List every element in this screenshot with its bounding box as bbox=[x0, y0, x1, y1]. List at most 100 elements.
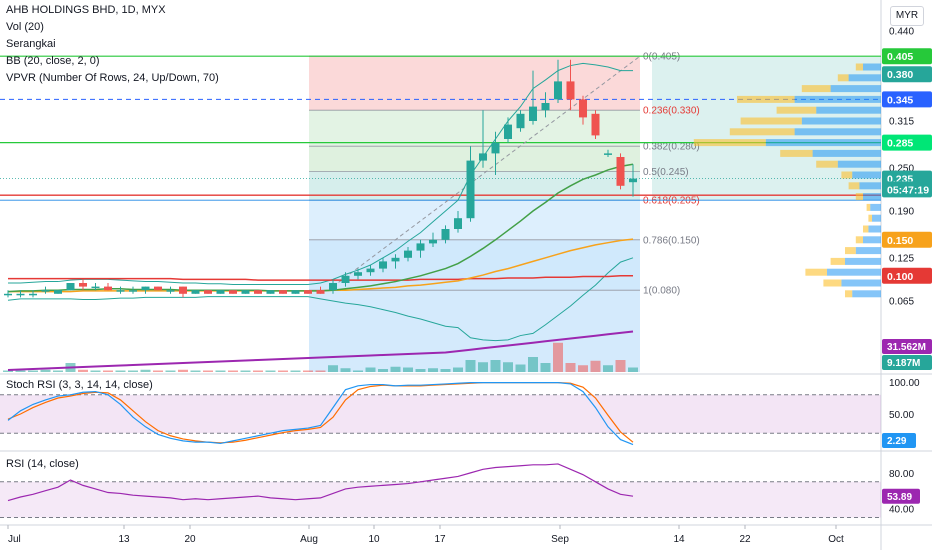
candle-body bbox=[616, 157, 625, 186]
trend-line bbox=[332, 55, 641, 287]
stoch-badge bbox=[882, 433, 916, 448]
candle-body bbox=[491, 142, 500, 154]
fib-level-label: 0.786(0.150) bbox=[643, 235, 700, 246]
candle-body bbox=[141, 286, 150, 291]
price-tick-label: 0.190 bbox=[889, 207, 914, 218]
volume-bar bbox=[115, 370, 126, 372]
candle-body bbox=[416, 243, 425, 251]
price-tick-label: 0.315 bbox=[889, 117, 914, 128]
volume-bar bbox=[28, 370, 38, 372]
vpvr-bar-down bbox=[805, 268, 827, 276]
candle-body bbox=[179, 286, 187, 294]
candle-body bbox=[79, 283, 87, 287]
rsi-last-label: 53.89 bbox=[887, 492, 912, 503]
price-badge-label: 0.380 bbox=[887, 69, 913, 81]
vpvr-bar-down bbox=[801, 85, 831, 93]
stoch-rsi-title[interactable]: Stoch RSI (3, 3, 14, 14, close) bbox=[6, 379, 153, 391]
price-badge bbox=[882, 231, 932, 248]
indicator-bb[interactable]: BB (20, close, 2, 0) bbox=[6, 55, 100, 67]
vpvr-bar-down bbox=[780, 149, 813, 157]
rsi-band bbox=[0, 481, 881, 518]
indicator-vpvr[interactable]: VPVR (Number Of Rows, 24, Up/Down, 70) bbox=[6, 72, 219, 84]
indicator-vol[interactable]: Vol (20) bbox=[6, 21, 44, 33]
volume-bar bbox=[53, 370, 63, 372]
rsi-line bbox=[7, 463, 634, 502]
volume-bar bbox=[515, 364, 526, 372]
candle-body bbox=[516, 113, 525, 129]
vpvr-bar-up bbox=[845, 257, 881, 265]
vpvr-bar-down bbox=[845, 247, 856, 255]
vpvr-bar-up bbox=[765, 139, 881, 147]
vpvr-bar-down bbox=[816, 160, 838, 168]
volume-bar bbox=[340, 368, 351, 372]
time-axis-label: 14 bbox=[673, 534, 685, 545]
volume-bar bbox=[503, 362, 513, 372]
volume-bar bbox=[153, 370, 163, 372]
volume-bar bbox=[603, 365, 613, 372]
time-axis-label: Jul bbox=[8, 534, 21, 545]
bb-lower-line bbox=[7, 257, 634, 342]
candle-body bbox=[479, 153, 487, 161]
volume-bar bbox=[240, 370, 251, 372]
fib-level-label: 0.382(0.280) bbox=[643, 142, 700, 153]
price-badge bbox=[882, 267, 932, 284]
vpvr-bar-down bbox=[863, 225, 869, 233]
volume-bar bbox=[528, 357, 538, 372]
volume-bar bbox=[128, 370, 138, 372]
time-axis-label: 17 bbox=[434, 534, 446, 545]
volume-bar bbox=[478, 362, 488, 372]
price-badge-label: 0.345 bbox=[887, 94, 913, 106]
candle-body bbox=[566, 81, 575, 100]
time-axis-label: 10 bbox=[368, 534, 380, 545]
rsi-title[interactable]: RSI (14, close) bbox=[6, 458, 79, 470]
vpvr-bar-down bbox=[855, 63, 863, 71]
price-tick-label: 0.440 bbox=[889, 27, 914, 38]
volume-bar bbox=[253, 370, 263, 372]
candle-body bbox=[229, 290, 237, 294]
candle-body bbox=[154, 286, 162, 291]
volume-bar bbox=[490, 360, 501, 372]
volume-bar bbox=[203, 370, 213, 372]
volume-bar bbox=[465, 360, 476, 372]
candle-body bbox=[529, 106, 537, 121]
volume-bar bbox=[403, 367, 413, 372]
stoch-tick-label: 100.00 bbox=[889, 378, 920, 389]
vpvr-bar-up bbox=[863, 63, 881, 71]
stoch-tick-label: 50.00 bbox=[889, 410, 914, 421]
candle-body bbox=[379, 261, 387, 269]
volume-bar bbox=[615, 360, 626, 372]
vpvr-bar-down bbox=[866, 203, 871, 211]
volume-bar bbox=[328, 365, 338, 372]
volume-bar bbox=[290, 370, 301, 372]
volume-bar bbox=[390, 366, 401, 372]
vpvr-bar-up bbox=[855, 247, 881, 255]
candle-body bbox=[554, 81, 562, 100]
volume-bar bbox=[540, 363, 551, 372]
vpvr-bar-down bbox=[855, 193, 863, 201]
candle-body bbox=[291, 290, 300, 294]
candle-body bbox=[329, 283, 337, 291]
indicator-serangkai[interactable]: Serangkai bbox=[6, 38, 56, 50]
vpvr-bar-up bbox=[812, 149, 881, 157]
candle-body bbox=[116, 290, 125, 292]
fib-zone bbox=[309, 239, 640, 291]
candle-body bbox=[279, 290, 287, 294]
volume-bar bbox=[578, 365, 588, 372]
vpvr-bar-up bbox=[863, 236, 881, 244]
vpvr-bar-down bbox=[848, 182, 860, 190]
volume-bar bbox=[628, 367, 638, 372]
vpvr-bar-down bbox=[830, 257, 845, 265]
volume-badge bbox=[882, 355, 932, 370]
vpvr-bar-up bbox=[837, 160, 881, 168]
volume-bar bbox=[440, 369, 451, 372]
candle-body bbox=[254, 290, 262, 294]
price-badge-label: 0.405 bbox=[887, 51, 913, 63]
vpvr-bar-up bbox=[870, 203, 881, 211]
vpvr-bar-up bbox=[872, 214, 881, 222]
time-axis-label: Sep bbox=[551, 534, 569, 545]
price-badge-label: 05:47:19 bbox=[887, 184, 929, 196]
currency-button[interactable]: MYR bbox=[890, 6, 924, 26]
price-badge bbox=[882, 181, 932, 198]
ma-red-line bbox=[8, 275, 633, 281]
